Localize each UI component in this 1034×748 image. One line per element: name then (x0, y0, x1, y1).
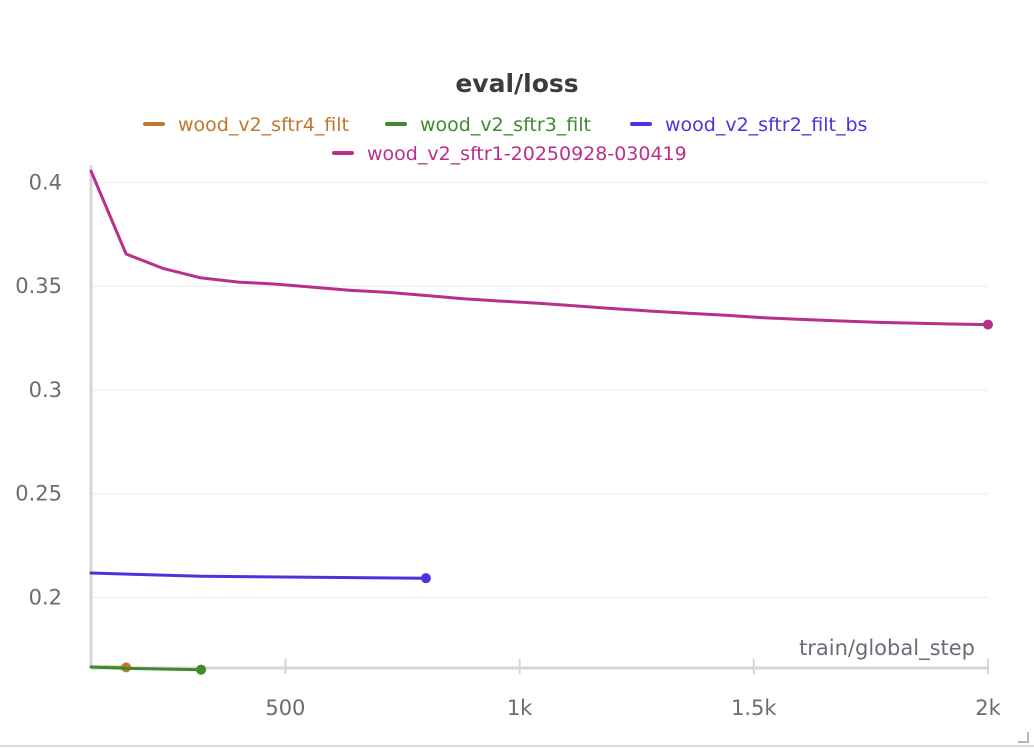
series-end-marker-1 (196, 664, 207, 675)
series-lines (89, 169, 993, 675)
series-line-1 (89, 665, 203, 672)
legend: wood_v2_sftr4_filt wood_v2_sftr3_filt wood… (143, 114, 867, 165)
axes (89, 165, 988, 670)
x-axis-ticks: 500 1k 1.5k 2k (265, 659, 1002, 720)
y-tick-label: 0.4 (29, 170, 62, 194)
legend-item-label[interactable]: wood_v2_sftr2_filt_bs (665, 114, 867, 136)
chart-title: eval/loss (455, 69, 578, 98)
y-tick-label: 0.35 (15, 274, 62, 298)
series-end-marker-3 (983, 319, 993, 330)
x-tick-label: 2k (975, 696, 1001, 720)
y-axis-ticks: 0.2 0.25 0.3 0.35 0.4 (15, 170, 62, 609)
series-line-3 (89, 169, 990, 327)
grid-lines (91, 181, 988, 598)
y-tick-label: 0.3 (29, 378, 62, 402)
x-tick-label: 1k (507, 696, 533, 720)
series-end-marker-2 (420, 573, 431, 584)
y-tick-label: 0.2 (29, 585, 62, 609)
series-line-2 (89, 571, 428, 580)
legend-item-label[interactable]: wood_v2_sftr4_filt (178, 114, 349, 136)
panel-bottom-border (0, 745, 1034, 747)
x-tick-label: 1.5k (731, 696, 777, 720)
y-tick-label: 0.25 (15, 482, 62, 506)
resize-handle-icon[interactable] (1018, 732, 1029, 743)
x-tick-label: 500 (265, 696, 305, 720)
legend-item-label[interactable]: wood_v2_sftr1-20250928-030419 (367, 143, 687, 165)
legend-item-label[interactable]: wood_v2_sftr3_filt (420, 114, 591, 136)
x-axis-label: train/global_step (799, 636, 975, 661)
